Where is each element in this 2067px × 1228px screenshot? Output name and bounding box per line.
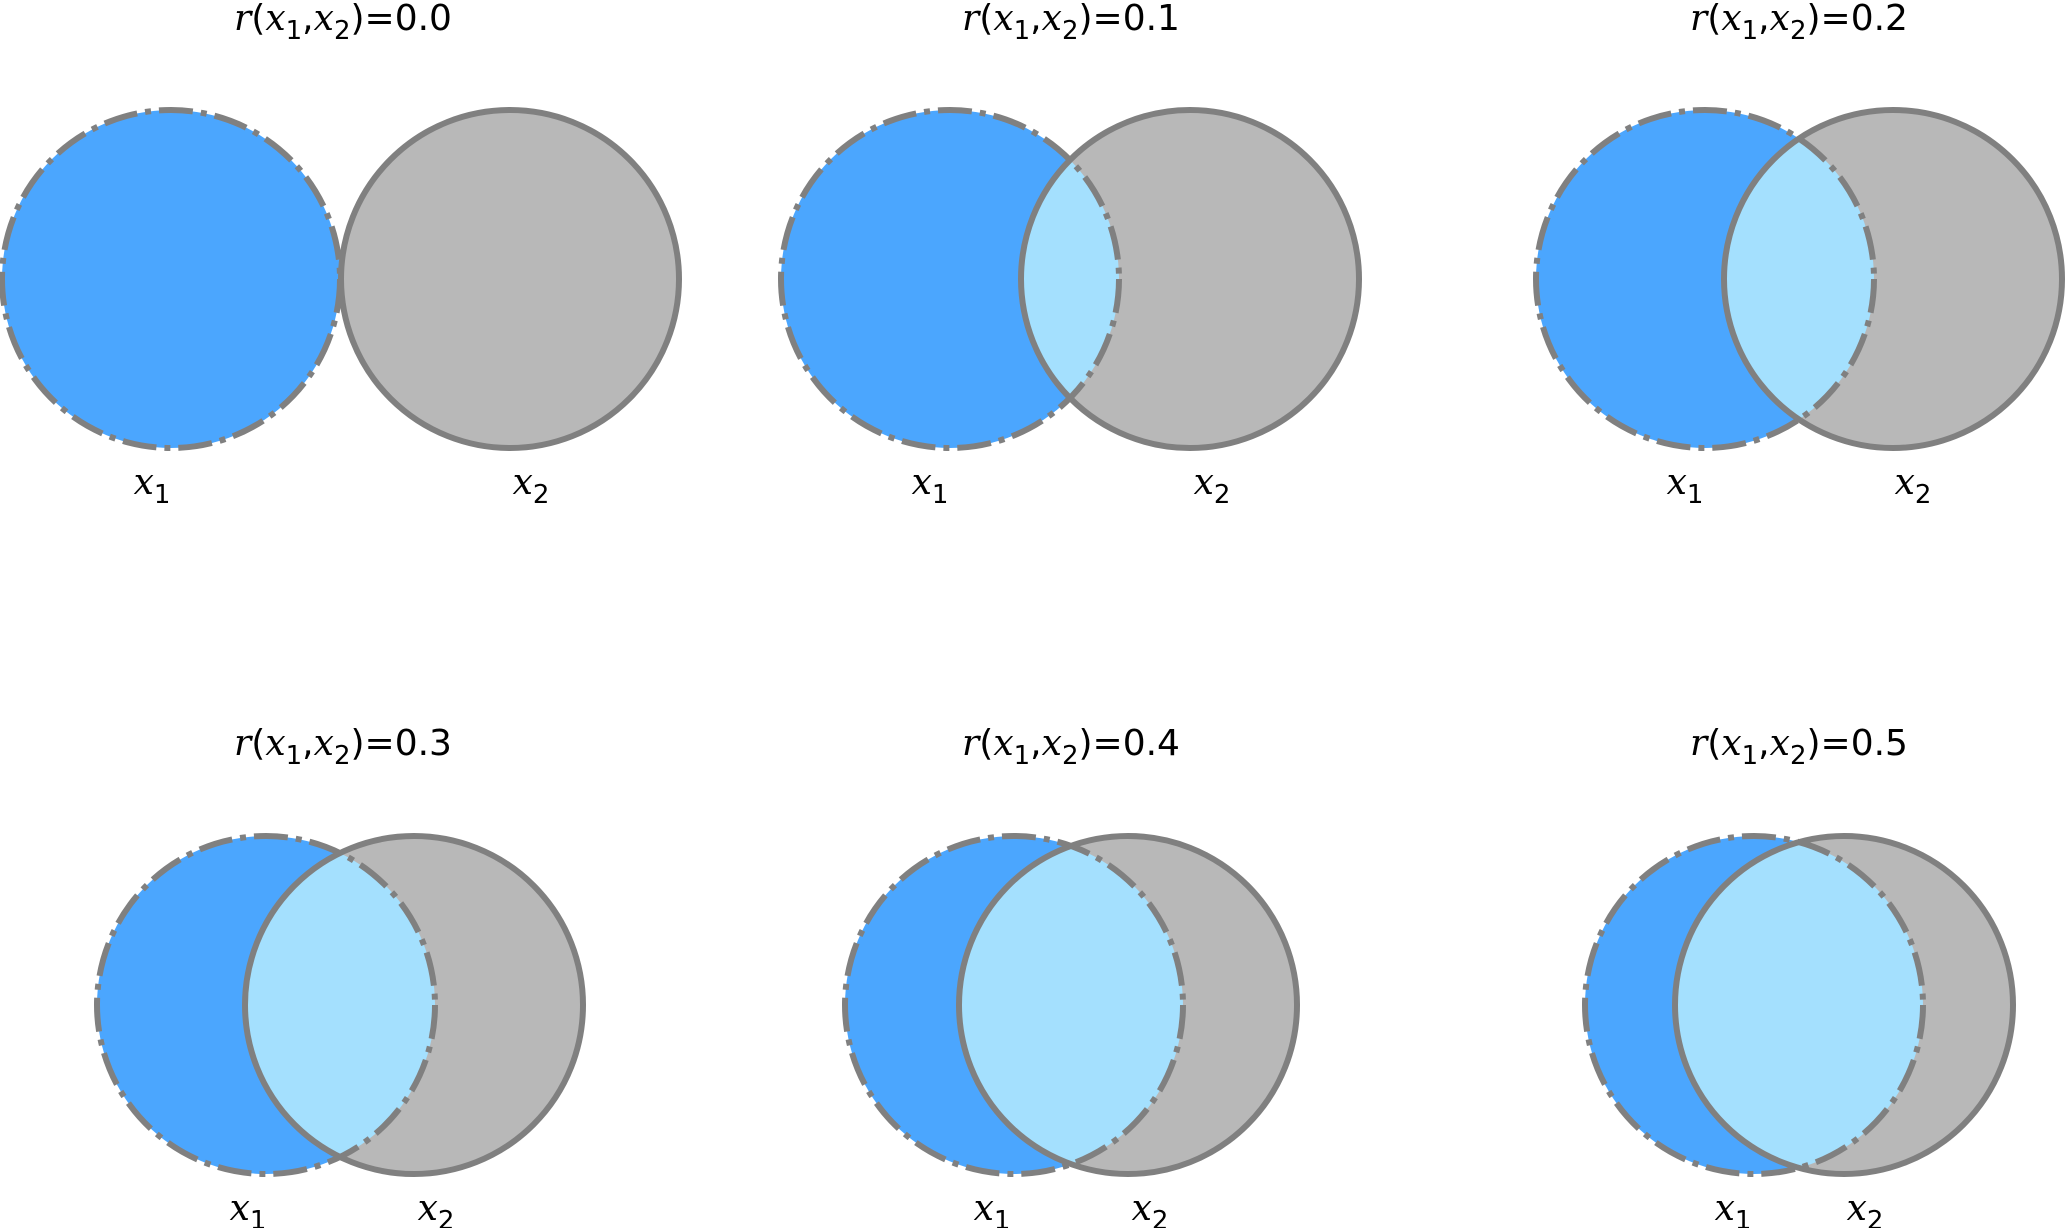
x2-outline (242, 833, 586, 1177)
x2-circle (341, 110, 679, 448)
x1-label: x1 (912, 462, 949, 510)
x2-label: x2 (1194, 462, 1231, 510)
x1-label: x1 (230, 1188, 267, 1228)
x1-label: x1 (1715, 1188, 1752, 1228)
x1-outline (0, 107, 343, 451)
x1-circle (2, 110, 340, 448)
x2-outline (1018, 107, 1362, 451)
x1-label: x1 (134, 462, 171, 510)
x2-label: x2 (418, 1188, 455, 1228)
panel-title: r(x1,x2)=0.1 (962, 0, 1180, 46)
venn-panel: r(x1,x2)=0.3 x1 x2 (94, 723, 586, 1228)
x1-outline (778, 107, 1122, 451)
venn-panel: r(x1,x2)=0.0 x1 x2 (0, 0, 682, 510)
panel-title: r(x1,x2)=0.4 (962, 723, 1180, 771)
venn-panel: r(x1,x2)=0.2 x1 x2 (1533, 0, 2065, 510)
x1-label: x1 (1667, 462, 1704, 510)
x1-label: x1 (974, 1188, 1011, 1228)
x1-outline (1533, 107, 1877, 451)
venn-panel: r(x1,x2)=0.4 x1 x2 (842, 723, 1300, 1228)
overlap-region (1724, 110, 1874, 448)
x2-label: x2 (1895, 462, 1932, 510)
venn-panel: r(x1,x2)=0.1 x1 x2 (778, 0, 1362, 510)
x2-label: x2 (1132, 1188, 1169, 1228)
x1-outline (1582, 833, 1926, 1177)
venn-panel: r(x1,x2)=0.5 x1 x2 (1582, 723, 2016, 1228)
x2-outline (1672, 833, 2016, 1177)
panel-title: r(x1,x2)=0.2 (1690, 0, 1908, 46)
panel-title: r(x1,x2)=0.0 (234, 0, 452, 46)
x1-outline (94, 833, 438, 1177)
x2-label: x2 (1847, 1188, 1884, 1228)
x2-outline (956, 833, 1300, 1177)
overlap-region (245, 836, 435, 1174)
x2-label: x2 (513, 462, 550, 510)
panel-title: r(x1,x2)=0.5 (1690, 723, 1908, 771)
x2-circle (1021, 110, 1359, 448)
panel-title: r(x1,x2)=0.3 (234, 723, 452, 771)
x1-outline (842, 833, 1186, 1177)
x1-circle (781, 110, 1119, 448)
overlap-region (959, 836, 1183, 1174)
x2-outline (1721, 107, 2065, 451)
overlap-region (1675, 836, 1923, 1174)
